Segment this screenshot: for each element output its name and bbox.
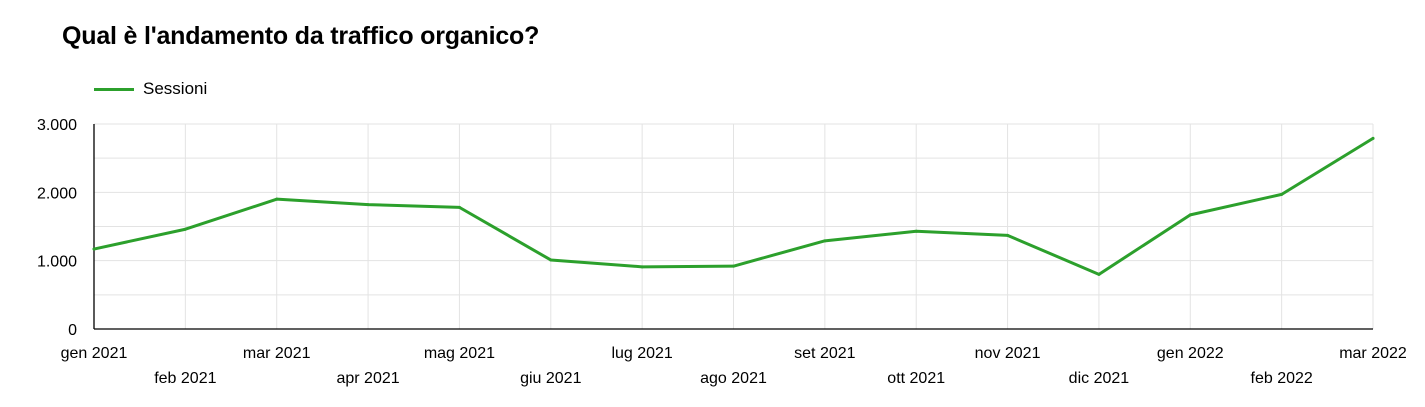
x-tick-label: feb 2021	[154, 370, 216, 387]
y-tick-label: 3.000	[37, 117, 77, 134]
y-tick-labels: 0 1.000 2.000 3.000	[37, 117, 77, 339]
series	[92, 136, 1375, 276]
x-tick-label: dic 2021	[1069, 370, 1130, 387]
legend: Sessioni	[94, 78, 207, 100]
x-tick-label: gen 2021	[61, 345, 128, 362]
x-tick-label: ott 2021	[887, 370, 945, 387]
y-tick-label: 2.000	[37, 185, 77, 202]
data-point	[275, 197, 279, 201]
x-tick-labels: gen 2021 feb 2021 mar 2021 apr 2021 mag 2021…	[61, 345, 1407, 387]
data-point	[1006, 233, 1010, 237]
y-tick-label: 1.000	[37, 254, 77, 271]
data-point	[457, 205, 461, 209]
data-point	[92, 247, 96, 251]
grid	[93, 123, 1374, 330]
data-point	[823, 239, 827, 243]
data-point	[183, 227, 187, 231]
x-tick-label: set 2021	[794, 345, 855, 362]
y-tick-label: 0	[68, 322, 77, 339]
x-tick-label: gen 2022	[1157, 345, 1224, 362]
x-tick-label: apr 2021	[336, 370, 399, 387]
data-point	[549, 258, 553, 262]
legend-label-sessioni: Sessioni	[143, 79, 208, 98]
legend-swatch-sessioni	[94, 87, 134, 91]
chart-title: Qual è l'andamento da traffico organico?	[62, 22, 540, 50]
data-point	[732, 264, 735, 268]
data-point	[1097, 272, 1101, 276]
x-tick-label: feb 2022	[1251, 370, 1313, 387]
data-point	[1280, 192, 1284, 196]
x-tick-label: mar 2021	[243, 345, 311, 362]
data-point	[1188, 213, 1192, 217]
x-tick-label: nov 2021	[975, 345, 1041, 362]
axes	[93, 124, 1373, 330]
data-point	[914, 229, 918, 233]
data-point	[640, 265, 644, 269]
x-tick-label: mag 2021	[424, 345, 495, 362]
data-point	[1371, 136, 1375, 140]
x-tick-label: lug 2021	[611, 345, 672, 362]
x-tick-label: mar 2022	[1339, 345, 1407, 362]
data-point	[366, 203, 370, 207]
x-tick-label: giu 2021	[520, 370, 581, 387]
x-tick-label: ago 2021	[700, 370, 767, 387]
